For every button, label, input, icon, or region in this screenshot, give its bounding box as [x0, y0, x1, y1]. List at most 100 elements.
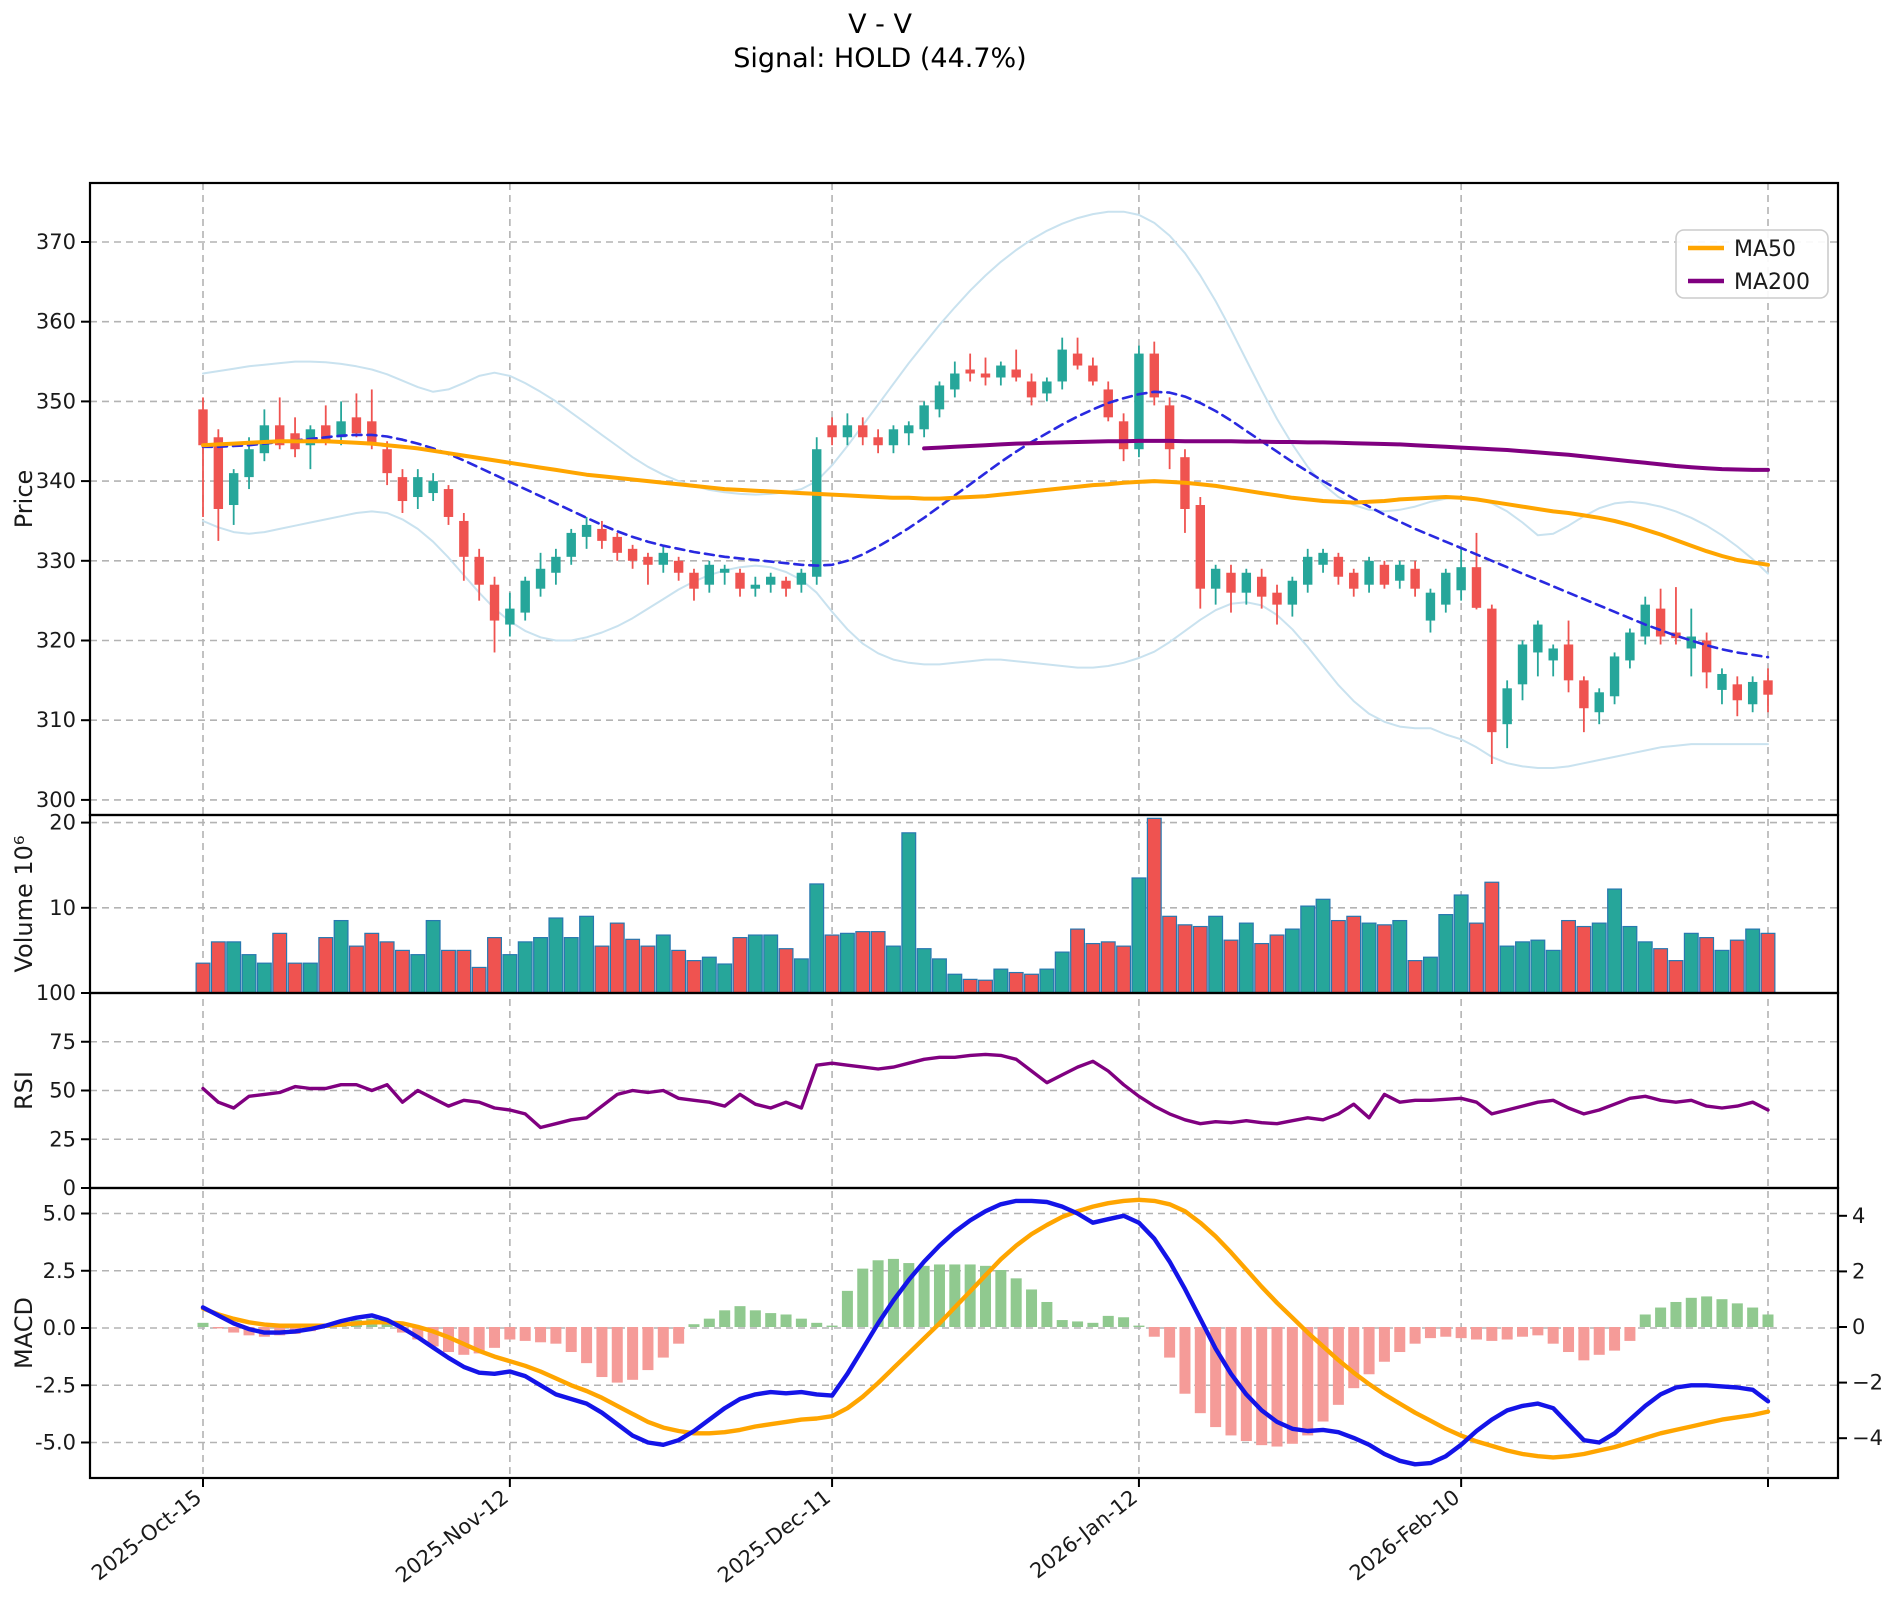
price-panel: [198, 210, 1773, 769]
volume-bar: [809, 883, 825, 994]
candle-body: [689, 572, 699, 589]
svg-text:2: 2: [1852, 1259, 1865, 1283]
volume-bar: [1223, 939, 1239, 994]
candle-body: [1226, 572, 1236, 593]
volume-bar: [1438, 914, 1454, 994]
candle-body: [535, 568, 546, 589]
candle-body: [934, 385, 945, 410]
volume-bar: [1376, 924, 1392, 994]
candle-body: [275, 425, 285, 446]
gridlines: [90, 183, 1838, 1478]
macd-histogram-bar: [1332, 1327, 1344, 1405]
candle-body: [735, 572, 745, 589]
macd-histogram-bar: [1424, 1327, 1436, 1339]
candle-body: [1717, 673, 1727, 690]
candle-body: [520, 580, 530, 613]
svg-text:300: 300: [36, 788, 76, 812]
macd-histogram-bar: [749, 1310, 761, 1327]
macd-histogram-bar: [964, 1264, 976, 1327]
macd-histogram-bar: [841, 1290, 853, 1327]
ma50-line: [201, 439, 1770, 567]
candle-body: [428, 481, 438, 494]
svg-text:-5.0: -5.0: [35, 1431, 76, 1455]
volume-bar: [655, 934, 671, 994]
macd-histogram-bar: [1102, 1315, 1114, 1327]
macd-histogram-bar: [1286, 1327, 1298, 1444]
volume-bar: [1300, 905, 1316, 994]
chart-title: V - V: [848, 9, 912, 40]
volume-bar: [1008, 971, 1024, 994]
candle-body: [796, 572, 807, 585]
candle-body: [904, 425, 914, 434]
x-tick-label: 2025-Nov-12: [391, 1485, 513, 1587]
volume-bar: [1545, 949, 1561, 994]
volume-bar: [1192, 925, 1208, 994]
macd-histogram-bar: [1470, 1327, 1482, 1340]
macd-histogram-bar: [381, 1324, 393, 1327]
candle-body: [965, 369, 975, 374]
candle-body: [1548, 648, 1558, 661]
x-tick-label: 2025-Oct-15: [87, 1485, 206, 1585]
candle-body: [213, 437, 224, 509]
y-axis-label: Volume 10⁶: [10, 835, 38, 972]
candle-body: [980, 373, 991, 378]
candle-body: [765, 576, 776, 585]
rsi-panel: [201, 1052, 1770, 1130]
panel-spine: [88, 1186, 1840, 1480]
volume-bar: [517, 941, 533, 994]
x-tick-label: 2026-Jan-12: [1026, 1485, 1142, 1583]
volume-bar: [671, 949, 687, 994]
volume-bar: [1699, 937, 1715, 994]
svg-text:-2.5: -2.5: [35, 1373, 76, 1397]
macd-histogram-bar: [550, 1327, 562, 1344]
macd-histogram-bar: [1194, 1327, 1206, 1414]
volume-bar: [1100, 941, 1116, 994]
svg-text:330: 330: [36, 549, 76, 573]
legend: MA50 MA200: [1675, 229, 1829, 299]
macd-histogram-bar: [1256, 1327, 1268, 1446]
candle-body: [551, 556, 561, 573]
svg-text:−2: −2: [1852, 1371, 1883, 1395]
candle-body: [1732, 684, 1743, 701]
macd-histogram-bar: [565, 1327, 577, 1353]
candle-body: [842, 425, 853, 438]
macd-histogram-bar: [949, 1264, 961, 1327]
volume-bar: [947, 973, 963, 994]
candle-body: [781, 580, 791, 589]
volume-bar: [1269, 934, 1285, 994]
candle-body: [1410, 568, 1420, 589]
volume-bar: [210, 941, 226, 994]
volume-bar: [701, 956, 717, 994]
svg-text:−4: −4: [1852, 1426, 1883, 1450]
volume-bar: [1024, 973, 1040, 994]
candle-body: [1349, 572, 1359, 589]
macd-histogram-bar: [197, 1322, 209, 1327]
volume-bar: [839, 932, 855, 994]
candle-body: [873, 437, 883, 446]
macd-histogram-bar: [1501, 1327, 1513, 1340]
candle-body: [566, 532, 576, 557]
candle-body: [858, 425, 868, 438]
candle-body: [1625, 632, 1635, 661]
candle-body: [1333, 556, 1344, 577]
macd-histogram-bar: [995, 1270, 1007, 1327]
svg-text:0: 0: [63, 1176, 76, 1200]
volume-bar: [272, 932, 288, 994]
volume-bar: [1484, 881, 1500, 994]
macd-panel: [197, 1197, 1774, 1467]
candle-body: [919, 405, 929, 430]
candle-body: [1395, 564, 1405, 581]
candle-body: [244, 449, 254, 478]
macd-histogram-bar: [1302, 1327, 1314, 1436]
volume-bar: [686, 960, 702, 994]
macd-histogram-bar: [887, 1258, 899, 1327]
svg-text:50: 50: [49, 1079, 76, 1103]
macd-histogram-bar: [1348, 1327, 1360, 1389]
volume-bar: [1576, 925, 1592, 994]
macd-histogram-bar: [703, 1318, 715, 1327]
candle-body: [581, 524, 592, 537]
volume-bar: [1208, 915, 1224, 994]
candle-body: [1287, 580, 1298, 605]
macd-histogram-bar: [228, 1327, 240, 1333]
